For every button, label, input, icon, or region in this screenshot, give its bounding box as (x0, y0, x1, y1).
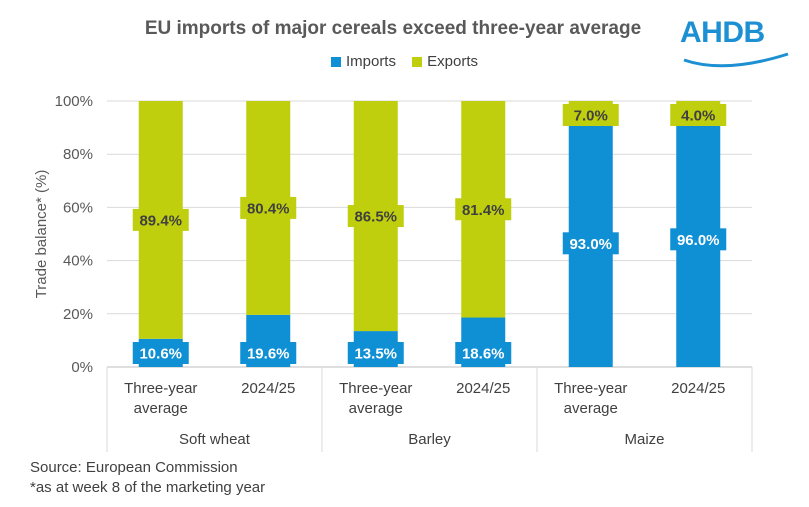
x-category-label: 2024/25 (456, 380, 510, 397)
data-label-exports-box (132, 208, 189, 231)
data-label-imports: 96.0% (677, 232, 720, 249)
data-label-imports: 93.0% (569, 236, 612, 253)
y-tick-label: 20% (63, 306, 93, 323)
ahdb-logo: AHDB (680, 14, 792, 72)
data-label-exports-box (670, 104, 727, 126)
chart-title: EU imports of major cereals exceed three… (144, 18, 642, 39)
legend: Imports Exports (0, 53, 809, 70)
data-label-imports-box (240, 342, 297, 364)
data-label-imports: 19.6% (247, 346, 290, 363)
logo-text: AHDB (680, 16, 765, 49)
y-tick-label: 60% (63, 199, 93, 216)
logo-swoosh-icon (683, 52, 789, 68)
data-label-imports-box (562, 232, 619, 255)
y-tick-label: 80% (63, 146, 93, 163)
data-label-exports: 81.4% (462, 202, 505, 219)
data-label-imports-box (132, 342, 189, 364)
data-label-exports: 89.4% (139, 212, 182, 229)
x-category-label: Three-year (554, 380, 627, 397)
data-label-imports-box (347, 342, 404, 364)
data-label-exports-box (240, 196, 297, 219)
data-label-imports: 18.6% (462, 346, 505, 363)
legend-swatch-exports (412, 57, 423, 68)
x-group-label: Soft wheat (179, 431, 251, 448)
data-label-exports-box (347, 205, 404, 228)
y-tick-label: 40% (63, 253, 93, 270)
x-category-label: average (564, 400, 618, 417)
source-note: Source: European Commission *as at week … (30, 458, 265, 498)
x-category-label: average (134, 400, 188, 417)
data-label-exports: 4.0% (681, 108, 715, 125)
data-label-exports: 7.0% (574, 108, 608, 125)
x-group-label: Maize (624, 431, 664, 448)
y-axis-title: Trade balance* (%) (33, 170, 50, 299)
x-category-label: Three-year (339, 380, 412, 397)
data-label-imports-box (670, 228, 727, 251)
data-label-imports: 10.6% (139, 346, 182, 363)
legend-label-exports: Exports (427, 53, 479, 70)
data-label-imports: 13.5% (354, 346, 397, 363)
legend-item-exports: Exports (412, 53, 478, 70)
footnote-line: *as at week 8 of the marketing year (30, 479, 266, 496)
data-label-exports: 86.5% (354, 209, 397, 226)
y-tick-label: 100% (55, 93, 93, 110)
data-label-imports-box (455, 342, 512, 364)
x-group-label: Barley (408, 431, 451, 448)
x-category-label: Three-year (124, 380, 197, 397)
data-label-exports: 80.4% (247, 200, 290, 217)
legend-swatch-imports (330, 57, 341, 68)
data-label-exports-box (455, 198, 512, 221)
data-label-exports-box (562, 104, 619, 126)
y-tick-label: 0% (71, 359, 93, 376)
x-category-label: average (349, 400, 403, 417)
legend-item-imports: Imports (330, 53, 396, 70)
x-category-label: 2024/25 (241, 380, 295, 397)
source-line: Source: European Commission (30, 459, 238, 476)
legend-label-imports: Imports (345, 53, 396, 70)
x-category-label: 2024/25 (671, 380, 725, 397)
